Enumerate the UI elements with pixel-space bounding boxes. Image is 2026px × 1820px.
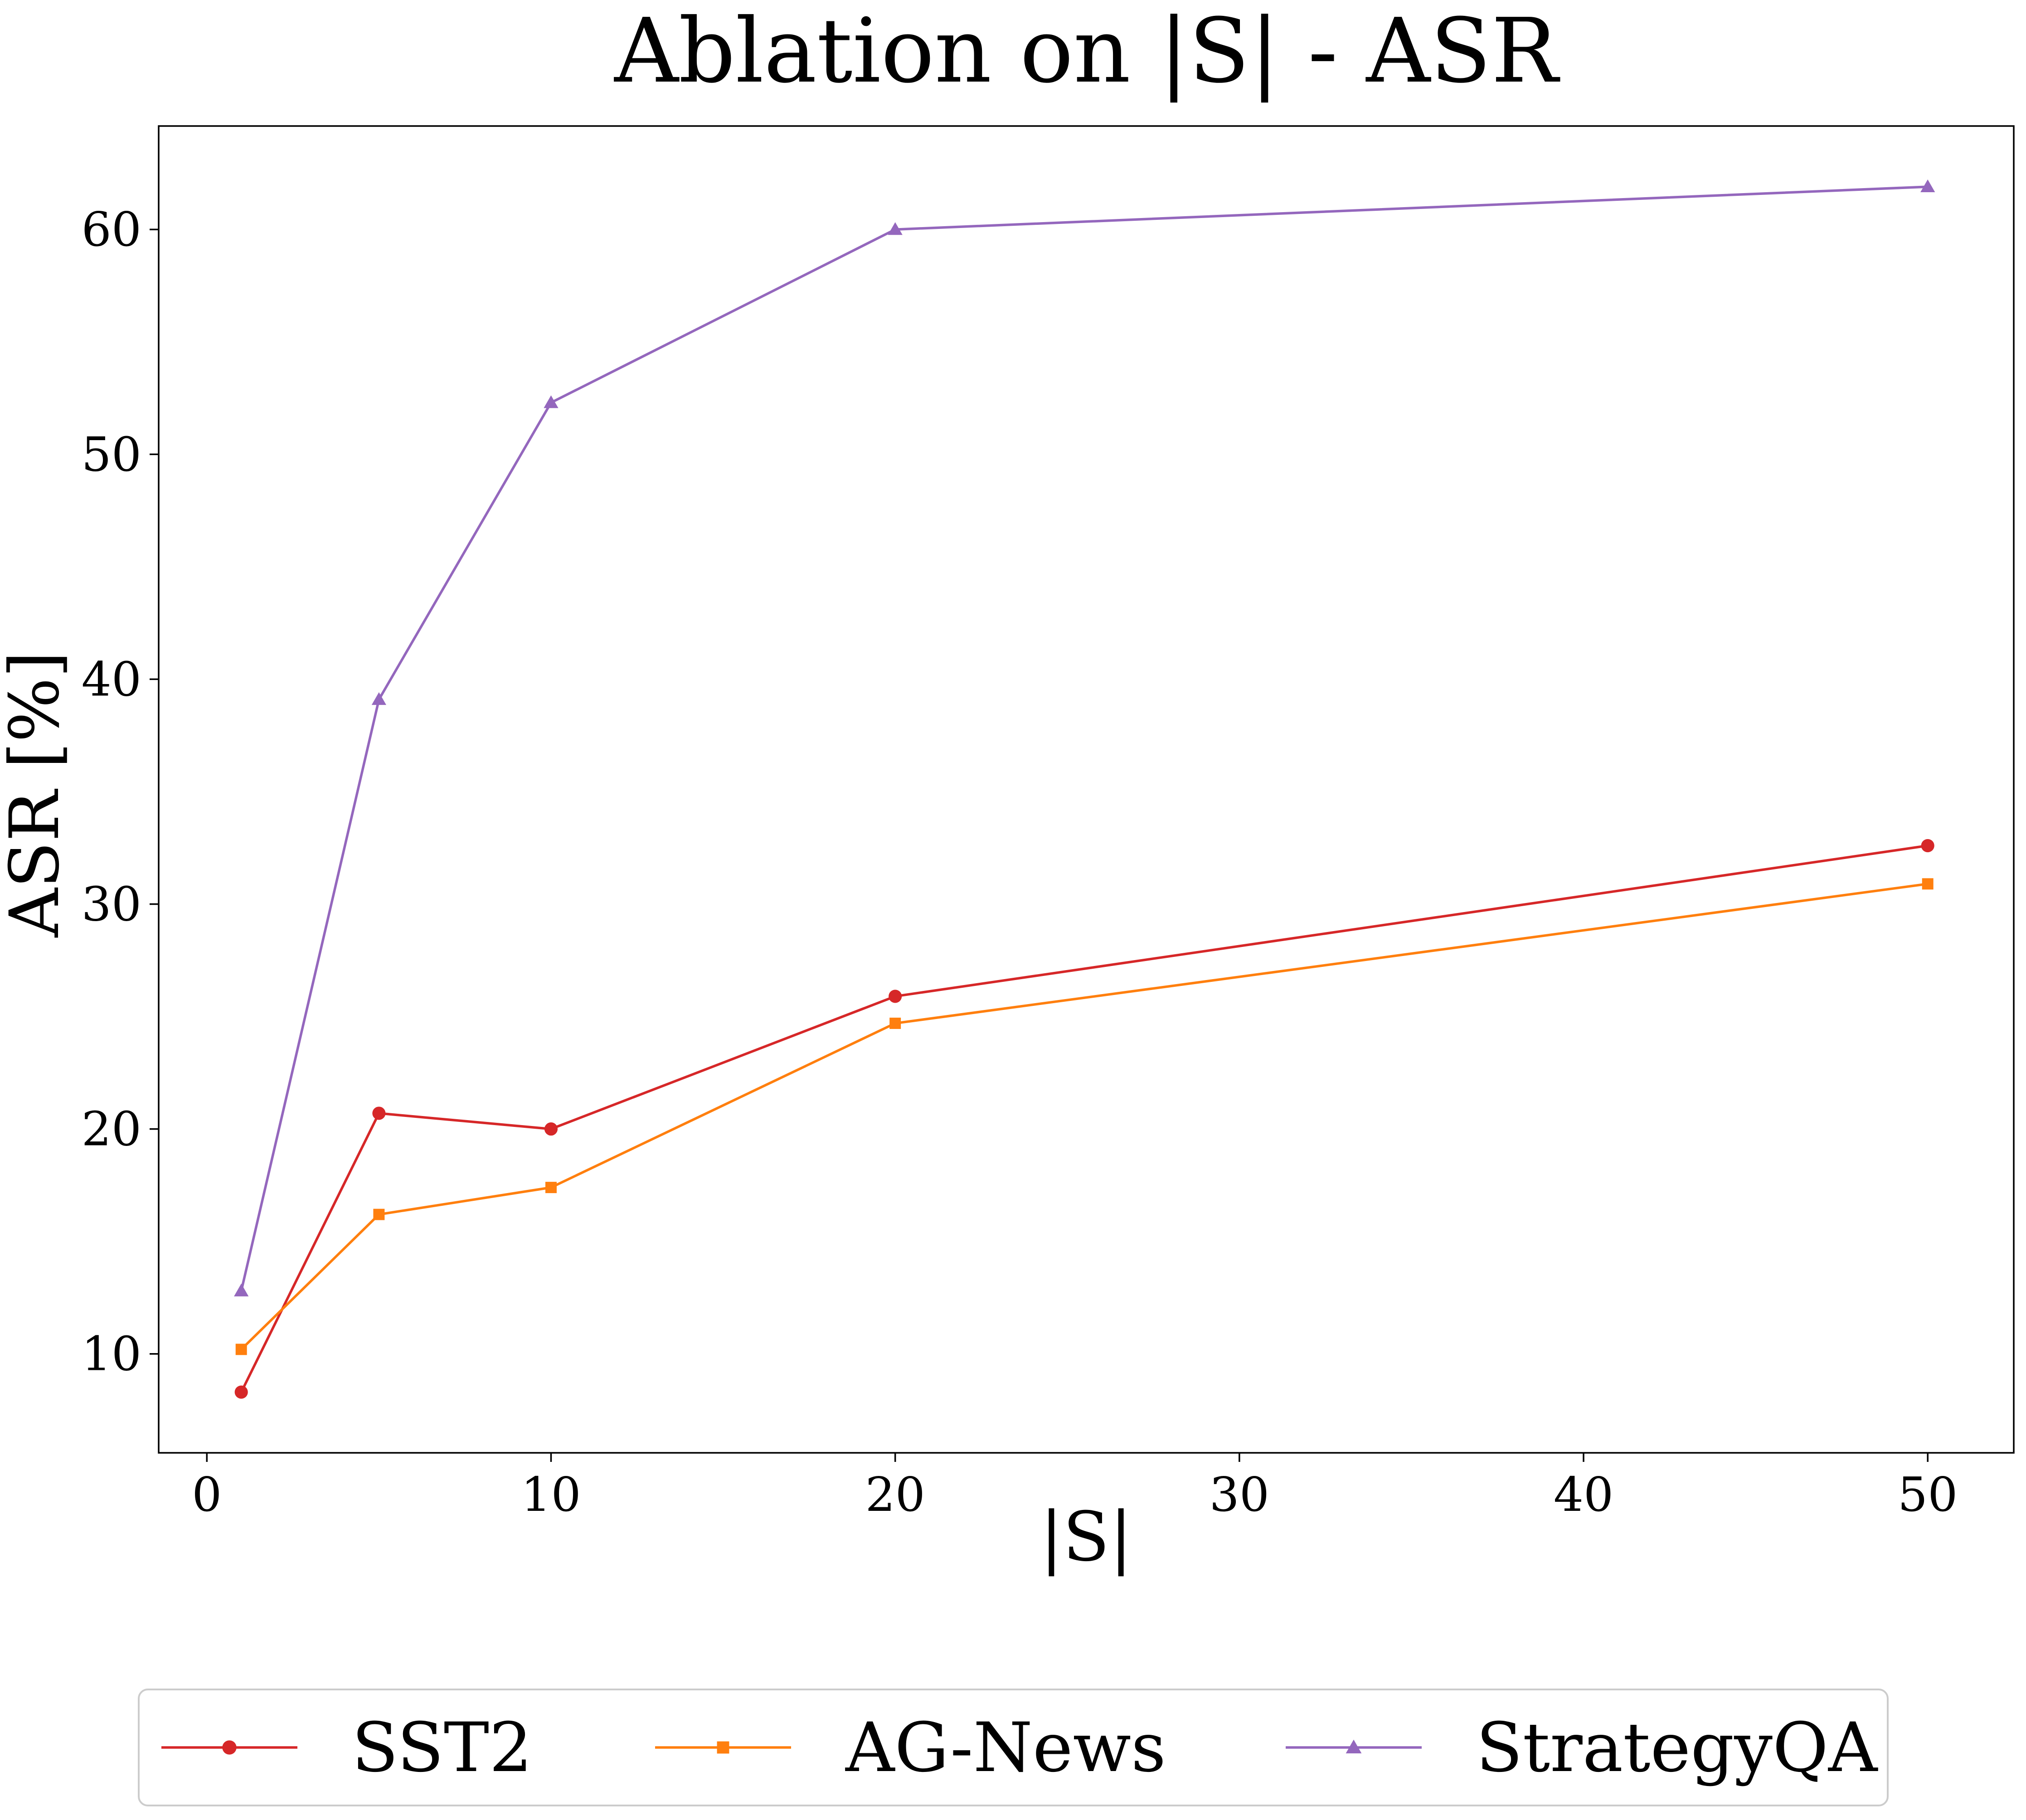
x-tick-label: 0 — [192, 1467, 222, 1522]
plot-area: 0 10 20 30 40 50 10 20 30 40 50 60 — [82, 125, 2015, 1522]
data-point-sst2 — [234, 1385, 248, 1399]
axes-frame — [158, 125, 2015, 1454]
data-point-strategyqa — [371, 692, 386, 705]
legend-marker-sst2 — [222, 1740, 237, 1755]
y-tick-label: 50 — [82, 427, 141, 482]
data-point-strategyqa — [888, 222, 903, 235]
data-point-ag-news — [235, 1344, 247, 1355]
y-axis-label: ASR [%] — [0, 651, 74, 937]
y-tick-label: 40 — [82, 651, 141, 707]
data-point-ag-news — [889, 1017, 901, 1029]
data-point-strategyqa — [1920, 179, 1935, 193]
data-point-sst2 — [372, 1107, 386, 1120]
chart-title: Ablation on |S| - ASR — [613, 0, 1560, 103]
x-tick-label: 40 — [1554, 1467, 1613, 1522]
y-tick-label: 30 — [82, 877, 141, 932]
x-tick-label: 20 — [865, 1467, 925, 1522]
data-point-sst2 — [1921, 839, 1934, 853]
y-tick-label: 60 — [82, 202, 141, 257]
legend-marker-ag-news — [717, 1741, 729, 1754]
x-tick-label: 10 — [521, 1467, 581, 1522]
x-tick-label: 50 — [1898, 1467, 1958, 1522]
data-point-strategyqa — [544, 395, 559, 408]
series-line-ag-news — [240, 883, 1928, 1350]
legend-label-ag-news: AG-News — [845, 1708, 1166, 1787]
data-point-sst2 — [544, 1122, 558, 1136]
data-point-ag-news — [545, 1182, 557, 1194]
x-axis-label: |S| — [1040, 1498, 1132, 1577]
data-point-ag-news — [1922, 878, 1934, 890]
data-point-strategyqa — [234, 1283, 249, 1296]
legend: SST2 AG-News StrategyQA — [138, 1689, 1889, 1806]
y-tick-label: 20 — [82, 1102, 141, 1157]
series-line-strategyqa — [240, 185, 1928, 1291]
legend-label-strategyqa: StrategyQA — [1476, 1708, 1878, 1787]
series-line-sst2 — [240, 844, 1928, 1393]
legend-label-sst2: SST2 — [352, 1708, 532, 1787]
data-point-ag-news — [373, 1208, 385, 1220]
y-tick-label: 10 — [82, 1326, 141, 1382]
legend-marker-strategyqa — [1346, 1739, 1362, 1754]
data-point-sst2 — [889, 990, 902, 1003]
legend-frame — [138, 1689, 1889, 1806]
x-tick-label: 30 — [1210, 1467, 1269, 1522]
